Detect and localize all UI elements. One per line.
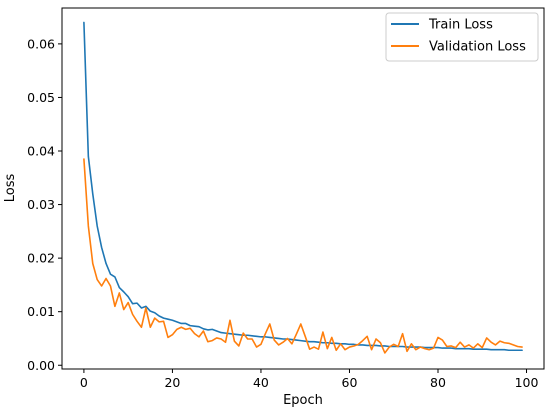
legend-label: Validation Loss	[429, 40, 526, 55]
x-axis-title: Epoch	[283, 393, 323, 408]
axes-frame	[61, 7, 545, 370]
series-line-validation-loss	[83, 158, 523, 354]
x-tick-label: 0	[80, 375, 88, 390]
axes-layer: 0 20 40 60 80 100 0.00 0.01 0.02 0.03 0.04 0.05 0.06	[27, 7, 545, 390]
plot-area	[62, 8, 544, 369]
legend-label: Train Loss	[428, 18, 493, 33]
y-tick-label: 0.03	[27, 197, 55, 212]
x-tick-label: 60	[342, 375, 358, 390]
y-tick-label: 0.01	[27, 304, 55, 319]
series-layer	[83, 21, 523, 354]
y-tick-label: 0.02	[27, 251, 55, 266]
x-tick-label: 80	[430, 375, 446, 390]
y-tick-label: 0.04	[27, 144, 55, 159]
legend-box	[385, 12, 539, 62]
y-tick-label: 0.05	[27, 90, 55, 105]
y-axis-title: Loss	[3, 174, 18, 203]
x-tick-label: 100	[515, 375, 539, 390]
y-tick-label: 0.00	[27, 358, 55, 373]
x-tick-label: 20	[164, 375, 180, 390]
series-line-train-loss	[83, 21, 523, 352]
legend: Train Loss Validation Loss	[385, 12, 539, 62]
x-tick-label: 40	[253, 375, 269, 390]
y-tick-label: 0.06	[27, 36, 55, 51]
